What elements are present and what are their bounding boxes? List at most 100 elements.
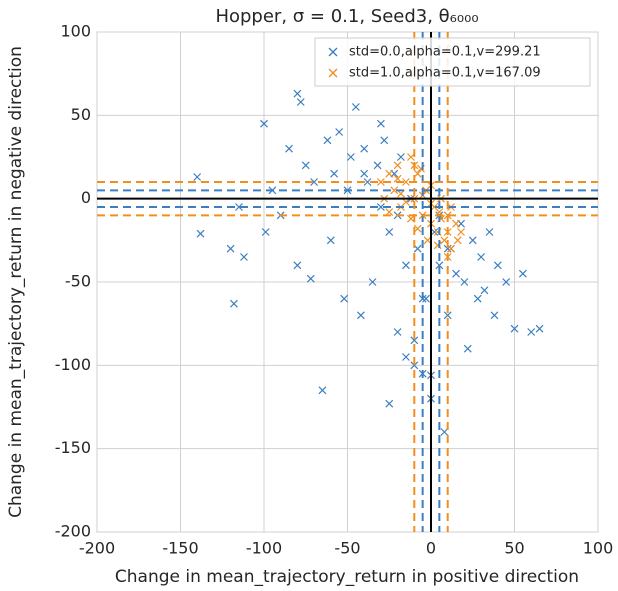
point <box>323 136 332 145</box>
point <box>346 153 355 161</box>
point <box>413 244 422 253</box>
point <box>527 328 536 336</box>
point <box>493 261 502 270</box>
point <box>285 144 293 153</box>
point <box>510 324 519 333</box>
point <box>402 261 410 270</box>
point <box>502 278 511 286</box>
point <box>240 253 248 261</box>
point <box>423 236 432 245</box>
x-tick-label: 50 <box>504 539 524 558</box>
point <box>407 214 415 223</box>
point <box>518 269 527 278</box>
x-tick-label: -200 <box>79 539 115 558</box>
point <box>407 153 415 161</box>
point <box>440 428 449 436</box>
point <box>393 161 402 170</box>
legend-box <box>314 37 591 87</box>
point <box>480 286 489 295</box>
point <box>368 278 377 286</box>
point <box>457 228 465 236</box>
point <box>402 178 410 186</box>
point <box>261 228 270 236</box>
point <box>460 278 469 286</box>
point <box>443 244 452 253</box>
legend-label: std=1.0,alpha=0.1,v=167.09 <box>349 66 541 81</box>
point <box>360 169 369 178</box>
point <box>326 236 335 245</box>
point <box>340 294 349 303</box>
point <box>477 253 486 261</box>
point <box>397 153 405 161</box>
x-tick-label: -100 <box>246 539 282 558</box>
y-tick-label: 50 <box>71 105 91 124</box>
point <box>260 119 268 128</box>
point <box>196 229 205 238</box>
point <box>440 236 449 245</box>
point <box>373 161 382 170</box>
point <box>301 161 310 170</box>
point <box>452 269 460 278</box>
x-axis-label: Change in mean_trajectory_return in posi… <box>115 567 579 587</box>
point <box>385 169 394 178</box>
y-tick-label: -50 <box>65 272 91 291</box>
y-tick-label: 0 <box>81 188 91 207</box>
point <box>393 328 402 336</box>
point <box>230 299 238 308</box>
point <box>351 103 360 111</box>
point <box>193 173 202 181</box>
point <box>306 274 315 283</box>
point <box>380 136 389 145</box>
point <box>310 178 319 186</box>
point <box>330 169 339 178</box>
x-tick-label: -150 <box>162 539 198 558</box>
y-axis-label: Change in mean_trajectory_return in nega… <box>6 46 26 518</box>
legend-marker <box>328 68 338 78</box>
point <box>363 178 372 186</box>
point <box>318 386 327 395</box>
point <box>413 224 422 233</box>
point <box>397 189 405 198</box>
y-tick-label: -100 <box>55 355 91 374</box>
point <box>390 186 399 195</box>
point <box>226 244 235 253</box>
point <box>293 261 302 270</box>
point <box>235 203 243 211</box>
point <box>360 144 369 153</box>
point <box>410 361 419 370</box>
point <box>422 294 430 303</box>
point <box>430 228 439 236</box>
point <box>468 236 477 245</box>
point <box>402 353 410 361</box>
point <box>473 294 482 303</box>
point <box>385 399 394 408</box>
point <box>452 219 460 228</box>
point <box>443 311 452 320</box>
point <box>490 311 499 320</box>
point <box>293 89 302 98</box>
chart-title: Hopper, σ = 0.1, Seed3, θ₆₀₀₀ <box>215 6 478 27</box>
point <box>463 344 472 353</box>
point <box>385 228 394 236</box>
y-tick-label: 100 <box>60 22 91 41</box>
y-tick-label: -200 <box>55 522 91 541</box>
point <box>535 324 544 333</box>
point <box>376 178 385 186</box>
point <box>356 311 365 320</box>
point <box>447 244 455 253</box>
x-tick-label: 0 <box>426 539 436 558</box>
legend-label: std=0.0,alpha=0.1,v=299.21 <box>349 45 541 60</box>
legend-marker <box>328 47 338 57</box>
x-tick-label: 100 <box>583 539 614 558</box>
point <box>413 169 422 178</box>
point <box>410 336 419 345</box>
point <box>335 128 344 136</box>
point <box>485 228 494 236</box>
y-tick-label: -150 <box>55 438 91 457</box>
point <box>453 236 462 245</box>
point <box>376 119 385 128</box>
point <box>376 203 385 211</box>
x-tick-label: -50 <box>334 539 360 558</box>
point <box>296 98 305 106</box>
